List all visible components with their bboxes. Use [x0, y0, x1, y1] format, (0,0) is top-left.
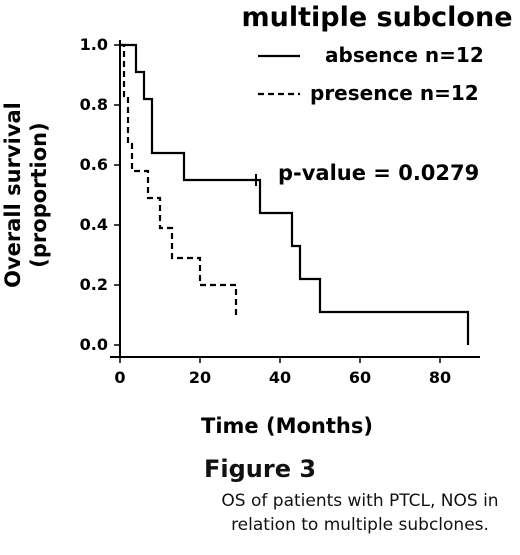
survival-chart: multiple subclone 0.0 0.2 0.4 0.6 0.8 1.0 0 20 4… [1, 2, 513, 438]
legend: absence n=12 presence n=12 [258, 43, 484, 105]
series-line-presence [120, 43, 238, 315]
y-tick-label: 0.0 [80, 335, 108, 354]
y-tick-label: 0.2 [80, 275, 108, 294]
series-layer [120, 43, 470, 345]
y-tick-label: 0.8 [80, 95, 108, 114]
chart-title: multiple subclone [241, 2, 512, 33]
x-tick-label: 60 [349, 368, 371, 387]
figure-label: Figure 3 [203, 455, 317, 483]
figure-caption: OS of patients with PTCL, NOS in relatio… [221, 491, 499, 535]
y-tick-label: 1.0 [80, 35, 108, 54]
series-line-absence [120, 43, 470, 345]
x-tick-label: 0 [114, 368, 125, 387]
legend-label-absence: absence n=12 [325, 43, 484, 67]
x-tick-label: 40 [269, 368, 291, 387]
p-value-annotation: p-value = 0.0279 [278, 161, 479, 185]
y-tick-label: 0.4 [80, 215, 108, 234]
y-axis-label-line: Overall survival [1, 102, 25, 288]
legend-label-presence: presence n=12 [310, 81, 479, 105]
y-tick-label: 0.6 [80, 155, 108, 174]
x-tick-label: 20 [189, 368, 211, 387]
y-axis-label-line: (proportion) [27, 122, 51, 267]
x-tick-label: 80 [429, 368, 451, 387]
axes: 0.0 0.2 0.4 0.6 0.8 1.0 0 20 40 60 80 [80, 35, 480, 387]
y-axis-label-text: Overall survival (proportion) [1, 102, 51, 288]
x-axis-label: Time (Months) [201, 414, 373, 438]
y-axis-label: Overall survival (proportion) [1, 102, 51, 288]
